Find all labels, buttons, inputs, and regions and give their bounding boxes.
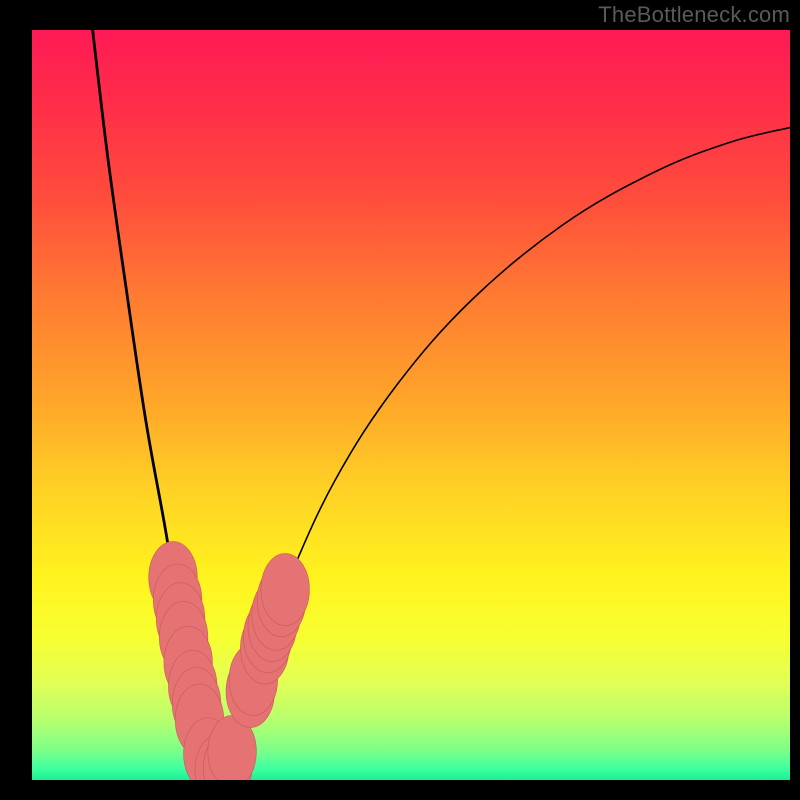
data-markers <box>149 542 310 781</box>
data-marker <box>261 554 310 626</box>
chart-stage: TheBottleneck.com <box>0 0 800 800</box>
curve-layer <box>32 30 790 780</box>
plot-area <box>32 30 790 780</box>
watermark-text: TheBottleneck.com <box>598 2 790 28</box>
v-curve-right <box>218 128 790 773</box>
